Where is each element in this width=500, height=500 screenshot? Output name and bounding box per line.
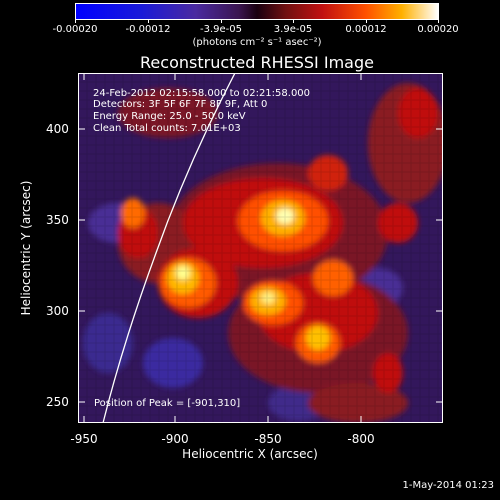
colorbar-unit: (photons cm⁻² s⁻¹ asec⁻²): [192, 37, 322, 48]
x-tick-label: -800: [347, 432, 375, 446]
clean-counts-annotation: Clean Total counts: 7.01E+03: [93, 123, 241, 134]
y-tick-label: 300: [46, 304, 69, 318]
colorbar-tick-label: 3.9e-05: [273, 24, 313, 35]
x-tick-label: -950: [70, 432, 98, 446]
x-tick-label: -900: [161, 432, 189, 446]
x-axis-label: Heliocentric X (arcsec): [182, 447, 318, 461]
colorbar-tick-label: -0.00020: [52, 24, 98, 35]
y-tick-label: 350: [46, 213, 69, 227]
plot-title: Reconstructed RHESSI Image: [140, 53, 374, 72]
colorbar-tick-label: -0.00012: [125, 24, 171, 35]
image-pixels: [78, 73, 443, 423]
x-tick-label: -850: [254, 432, 282, 446]
colorbar-tick-label: 0.00012: [345, 24, 387, 35]
peak-position-annotation: Position of Peak = [-901,310]: [94, 398, 241, 409]
colorbar-tick-label: 0.00020: [417, 24, 459, 35]
solar-limb-line: [102, 73, 236, 423]
colorbar: [75, 3, 439, 20]
y-tick-label: 400: [46, 122, 69, 136]
rhessi-image: [78, 73, 443, 423]
y-tick-label: 250: [46, 395, 69, 409]
y-axis-label: Heliocentric Y (arcsec): [19, 180, 33, 316]
time-range-annotation: 24-Feb-2012 02:15:58.000 to 02:21:58.000: [93, 88, 311, 99]
colorbar-gradient: [76, 4, 438, 19]
energy-range-annotation: Energy Range: 25.0 - 50.0 keV: [93, 111, 246, 122]
colorbar-tick-label: -3.9e-05: [200, 24, 242, 35]
timestamp: 1-May-2014 01:23: [402, 480, 494, 491]
detectors-annotation: Detectors: 3F 5F 6F 7F 8F 9F, Att 0: [93, 99, 268, 110]
